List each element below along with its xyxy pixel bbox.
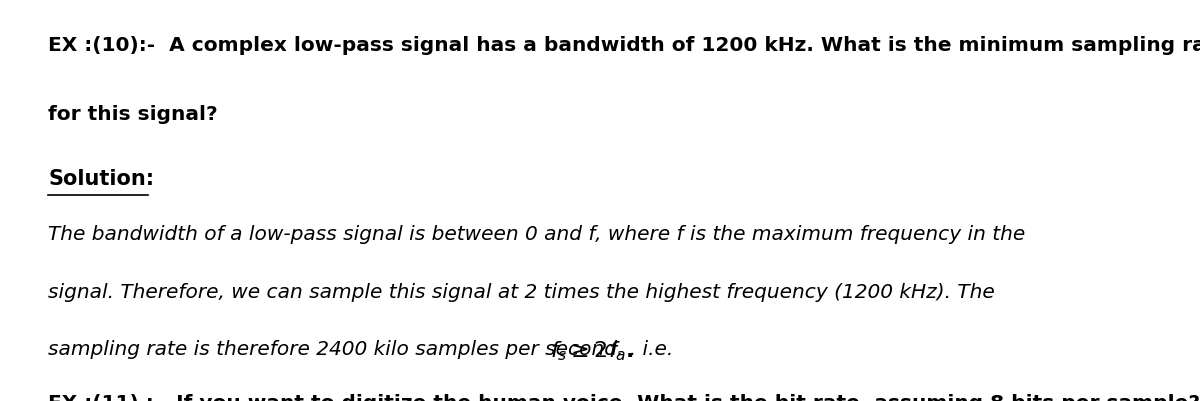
Text: for this signal?: for this signal?: [48, 104, 217, 123]
Text: EX :(11) :-  If you want to digitize the human voice. What is the bit rate, assu: EX :(11) :- If you want to digitize the …: [48, 393, 1200, 401]
Text: The bandwidth of a low-pass signal is between 0 and f, where f is the maximum fr: The bandwidth of a low-pass signal is be…: [48, 225, 1025, 243]
Text: $\mathit{f_s} \geq \mathit{2f_a}$.: $\mathit{f_s} \geq \mathit{2f_a}$.: [550, 339, 634, 363]
Text: signal. Therefore, we can sample this signal at 2 times the highest frequency (1: signal. Therefore, we can sample this si…: [48, 283, 995, 302]
Text: EX :(10):-  A complex low-pass signal has a bandwidth of 1200 kHz. What is the m: EX :(10):- A complex low-pass signal has…: [48, 36, 1200, 55]
Text: Solution:: Solution:: [48, 168, 154, 188]
Text: sampling rate is therefore 2400 kilo samples per second. . i.e.: sampling rate is therefore 2400 kilo sam…: [48, 339, 686, 358]
